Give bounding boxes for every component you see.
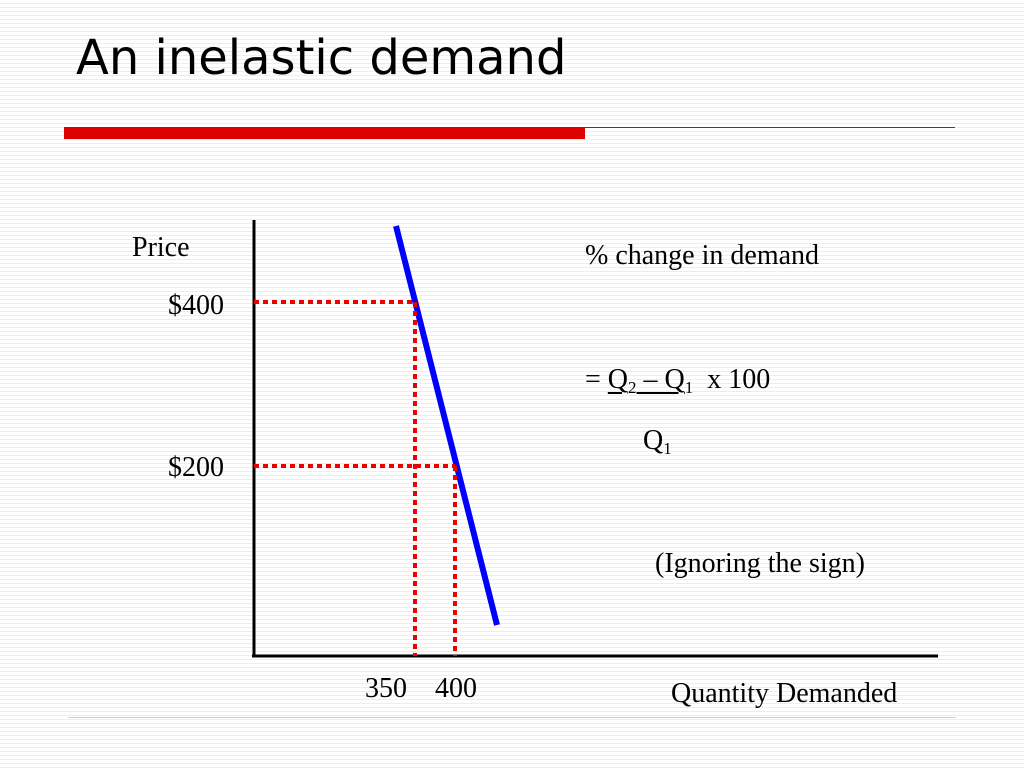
footer-rule — [68, 717, 956, 718]
formula-note: (Ignoring the sign) — [655, 548, 865, 579]
x-tick-label-400: 400 — [435, 673, 477, 704]
slide-title: An inelastic demand — [76, 30, 567, 86]
formula-sub-2: 2 — [628, 378, 637, 397]
formula-equation: = Q2 – Q1 x 100 — [585, 364, 770, 396]
formula-denominator-sub: 1 — [663, 439, 672, 458]
formula-sub-1: 1 — [684, 378, 694, 397]
formula-equals: = — [585, 364, 601, 395]
y-tick-label-200: $200 — [168, 452, 224, 483]
y-tick-label-400: $400 — [168, 290, 224, 321]
title-rule-thick — [64, 127, 585, 139]
formula-denominator: Q1 — [643, 425, 672, 457]
y-axis-label: Price — [132, 232, 190, 263]
formula-q2: Q — [607, 364, 629, 395]
formula-q1: Q — [664, 364, 685, 395]
formula-times: x 100 — [707, 364, 771, 395]
formula-numerator: Q2 – Q1 — [607, 364, 694, 397]
x-tick-label-350: 350 — [365, 673, 407, 704]
title-rule-thin — [585, 127, 955, 128]
demand-line — [393, 225, 500, 626]
x-axis-label: Quantity Demanded — [671, 678, 898, 709]
formula-denominator-q: Q — [643, 425, 664, 456]
formula-heading: % change in demand — [585, 240, 820, 271]
formula-minus: – — [643, 364, 658, 395]
guide-lines — [254, 300, 457, 656]
